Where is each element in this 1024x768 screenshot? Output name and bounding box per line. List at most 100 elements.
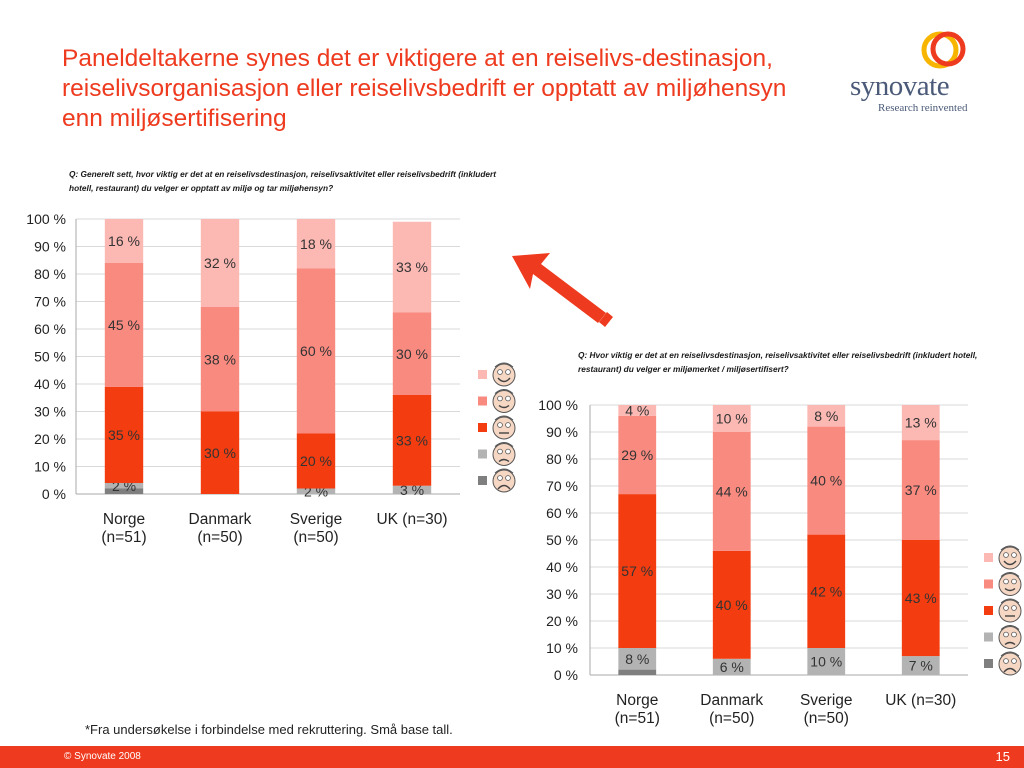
bar-segment-somewhat-important [200,411,240,494]
y-tick-label: 0 % [42,486,66,502]
category-label: (n=51) [101,529,146,546]
logo-rings-icon [921,31,966,69]
legend-swatch-not-important [984,659,993,668]
logo-tagline: Research reinvented [878,102,968,114]
chart1-question: Q: Generelt sett, hvor viktig er det at … [69,169,496,193]
category-label: Norge [103,511,145,528]
category-label: (n=50) [709,710,754,727]
happy-face-icon [492,389,516,413]
bar-segment-quite-important [618,415,657,495]
very-happy-face-icon [492,362,516,387]
chart-environmental-concern: 0 % 10 % 20 % 30 % 40 % 50 % 60 % 70 % 80 % 90 % 1… [26,211,460,546]
y-tick-label: 10 % [34,459,66,475]
data-label: 40 % [810,473,842,489]
data-label: 3 % [400,482,424,498]
y-tick-label: 60 % [546,505,578,521]
chart2-question: Q: Hvor viktig er det at en reiselivsdes… [578,350,978,374]
data-label: 40 % [716,597,748,613]
y-tick-label: 0 % [554,667,578,683]
legend-swatch-not-important [478,476,487,485]
bar-segment-somewhat-important [901,540,940,657]
category-label: (n=50) [804,710,849,727]
data-label: 30 % [396,346,428,362]
data-label: 32 % [204,255,236,271]
data-label: 35 % [108,427,140,443]
legend-swatch-not-very-important [478,449,487,459]
y-tick-label: 80 % [34,266,66,282]
neutral-face-icon [998,598,1022,623]
y-tick-label: 70 % [34,294,66,310]
y-tick-label: 90 % [546,424,578,440]
unhappy-face-icon [998,625,1022,649]
category-label: (n=50) [197,529,242,546]
logo-wordmark: synovate [850,70,950,102]
data-label: 43 % [905,590,937,606]
y-tick-label: 10 % [546,640,578,656]
data-label: 30 % [204,445,236,461]
category-label: Sverige [800,692,853,709]
bar-segment-not-very-important [901,656,940,675]
footer-bar: © Synovate 2008 15 [0,746,1024,768]
y-tick-label: 100 % [26,211,66,227]
bar-segment-very-important [712,405,751,432]
bar-segment-not-very-important [807,648,846,675]
bar-segment-very-important [901,405,940,441]
data-label: 45 % [108,317,140,333]
bar-segment-not-very-important [392,485,432,494]
bar-segment-not-important [104,488,144,494]
data-label: 44 % [716,483,748,499]
legend-swatch-somewhat-important [478,423,487,432]
footnote: *Fra undersøkelse i forbindelse med rekr… [85,722,453,737]
y-tick-label: 20 % [34,431,66,447]
legend-swatch-very-important [478,370,487,379]
data-label: 33 % [396,432,428,448]
y-tick-label: 40 % [546,559,578,575]
legend-chart1 [478,362,516,493]
category-label: (n=50) [293,529,338,546]
bar-segment-not-important [618,669,657,675]
y-tick-label: 20 % [546,613,578,629]
copyright-text: © Synovate 2008 [64,751,141,762]
y-tick-label: 30 % [546,586,578,602]
angry-face-icon [492,468,516,493]
category-label: Norge [616,692,658,709]
data-label: 13 % [905,415,937,431]
bar-segment-very-important [200,219,240,307]
bar-segment-very-important [296,219,336,269]
very-happy-face-icon [998,545,1022,570]
data-label: 33 % [396,259,428,275]
synovate-logo: synovate Research reinvented [850,28,1000,118]
data-label: 60 % [300,343,332,359]
bar-segment-somewhat-important [618,494,657,648]
data-label: 4 % [625,402,649,418]
bar-segment-quite-important [392,312,432,395]
y-tick-label: 90 % [34,239,66,255]
bar-segment-somewhat-important [104,386,144,483]
y-tick-label: 30 % [34,404,66,420]
category-label: Danmark [700,692,763,709]
slide-title: Paneldeltakerne synes det er viktigere a… [62,45,787,132]
neutral-face-icon [492,415,516,440]
arrow-icon [512,253,613,327]
bar-segment-somewhat-important [712,550,751,659]
y-tick-label: 50 % [546,532,578,548]
bar-segment-quite-important [200,307,240,412]
y-tick-label: 40 % [34,376,66,392]
legend-swatch-quite-important [478,396,487,406]
bar-segment-quite-important [104,263,144,387]
bar-segment-somewhat-important [807,534,846,648]
y-tick-label: 80 % [546,451,578,467]
bar-segment-very-important [104,219,144,263]
bar-segment-quite-important [296,268,336,434]
y-tick-label: 100 % [538,397,578,413]
data-label: 7 % [909,658,933,674]
data-label: 42 % [810,583,842,599]
bar-segment-somewhat-important [296,433,336,489]
y-tick-label: 50 % [34,349,66,365]
data-label: 10 % [716,411,748,427]
y-tick-label: 60 % [34,321,66,337]
bar-segment-quite-important [901,440,940,540]
category-label: Sverige [290,511,343,528]
bar-segment-not-very-important [104,483,144,489]
bar-segment-very-important [618,405,657,416]
